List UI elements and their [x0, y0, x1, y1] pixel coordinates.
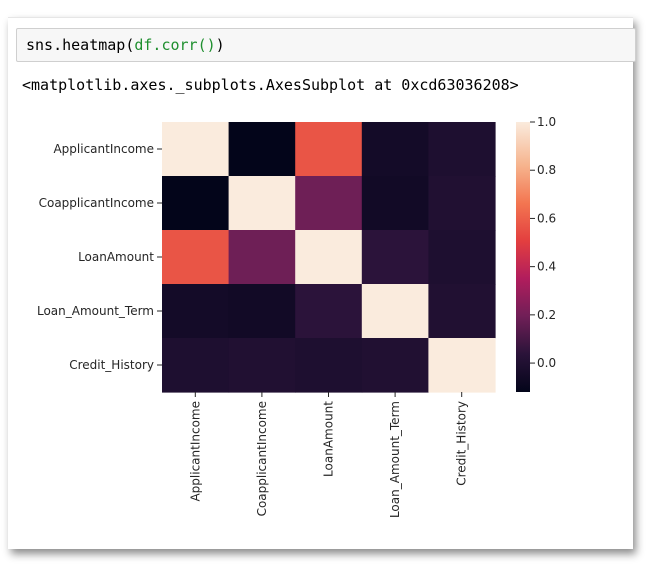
- column-label: Credit_History: [455, 401, 469, 486]
- heatmap-cell: [295, 122, 363, 177]
- column-label: Loan_Amount_Term: [388, 401, 402, 518]
- colorbar-tick-label: 0.8: [537, 163, 556, 177]
- output-repr: <matplotlib.axes._subplots.AxesSubplot a…: [22, 76, 519, 94]
- heatmap-cell: [228, 230, 296, 285]
- column-label: CoapplicantIncome: [255, 401, 269, 516]
- column-labels: ApplicantIncome CoapplicantIncome LoanAmou…: [188, 392, 469, 518]
- code-suffix: ): [215, 36, 225, 54]
- heatmap-cell: [295, 176, 363, 231]
- code-prefix: sns.heatmap(: [26, 36, 135, 54]
- heatmap-cell: [228, 338, 296, 393]
- colorbar: [516, 122, 530, 392]
- row-label: ApplicantIncome: [53, 142, 154, 156]
- heatmap-cell: [428, 338, 496, 393]
- code-cell[interactable]: sns.heatmap(df.corr()): [16, 28, 636, 62]
- heatmap-cell: [361, 338, 429, 393]
- heatmap-cell: [162, 230, 230, 285]
- row-label: Credit_History: [69, 358, 154, 372]
- heatmap-cell: [228, 176, 296, 231]
- colorbar-tick-label: 1.0: [537, 115, 556, 129]
- colorbar-tick-label: 0.0: [537, 356, 556, 370]
- heatmap-cell: [295, 284, 363, 339]
- heatmap-cell: [428, 230, 496, 285]
- column-label: LoanAmount: [322, 401, 336, 477]
- heatmap-cell: [162, 284, 230, 339]
- heatmap-cell: [228, 284, 296, 339]
- heatmap-cell: [162, 122, 230, 177]
- heatmap-cell: [295, 338, 363, 393]
- heatmap-cell: [361, 230, 429, 285]
- colorbar-tick-label: 0.6: [537, 211, 556, 225]
- heatmap-cell: [162, 176, 230, 231]
- heatmap-cell: [361, 284, 429, 339]
- code-arg: df.corr(): [134, 36, 216, 54]
- row-label: Loan_Amount_Term: [37, 304, 154, 318]
- colorbar-tick-label: 0.4: [537, 260, 556, 274]
- heatmap-cell: [361, 176, 429, 231]
- column-label: ApplicantIncome: [188, 401, 202, 502]
- row-label: LoanAmount: [78, 250, 154, 264]
- colorbar-ticks: 0.0 0.2 0.4 0.6 0.8 1.0: [530, 115, 556, 370]
- row-labels: ApplicantIncome CoapplicantIncome LoanAmou…: [37, 142, 162, 372]
- heatmap-cell: [162, 338, 230, 393]
- row-label: CoapplicantIncome: [39, 196, 154, 210]
- colorbar-tick-label: 0.2: [537, 308, 556, 322]
- heatmap-cell: [361, 122, 429, 177]
- heatmap-cell: [295, 230, 363, 285]
- heatmap-cell: [228, 122, 296, 177]
- heatmap-cell: [428, 284, 496, 339]
- heatmap-cells: [162, 122, 496, 393]
- heatmap-cell: [428, 176, 496, 231]
- heatmap-cell: [428, 122, 496, 177]
- code-line[interactable]: sns.heatmap(df.corr()): [26, 36, 225, 54]
